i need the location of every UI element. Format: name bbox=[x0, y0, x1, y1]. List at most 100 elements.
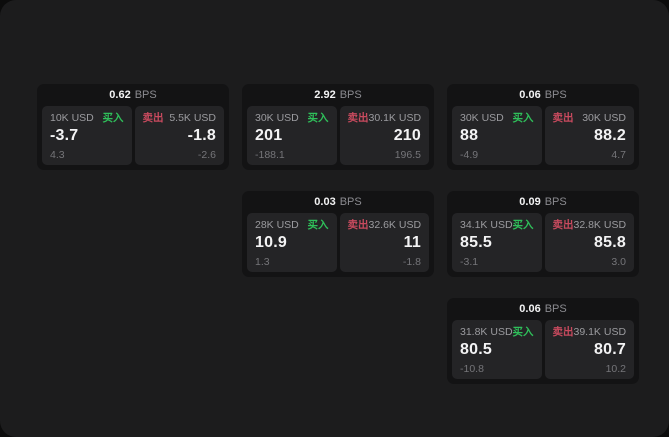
quote-panels: 30K USD 买入 88 -4.9 卖出 30K USD 88.2 4.7 bbox=[452, 106, 634, 165]
sell-panel-top: 卖出 5.5K USD bbox=[143, 112, 217, 125]
sell-panel[interactable]: 卖出 30K USD 88.2 4.7 bbox=[544, 106, 634, 165]
buy-price: 201 bbox=[255, 127, 283, 144]
buy-price: 80.5 bbox=[460, 341, 492, 358]
buy-panel[interactable]: 34.1K USD 买入 85.5 -3.1 bbox=[452, 213, 542, 272]
buy-sub-value: -3.1 bbox=[460, 256, 479, 268]
bps-unit: BPS bbox=[339, 196, 362, 208]
sell-panel-top: 卖出 30K USD bbox=[553, 112, 627, 125]
quote-panels: 31.8K USD 买入 80.5 -10.8 卖出 39.1K USD 80.… bbox=[452, 320, 634, 379]
sell-badge: 卖出 bbox=[347, 219, 369, 231]
quote-card-3: 0.06 BPS 30K USD 买入 88 -4.9 卖出 30K USD bbox=[447, 84, 639, 170]
bps-value: 0.06 bbox=[519, 89, 541, 101]
buy-price: 85.5 bbox=[460, 234, 492, 251]
buy-sub-value: -188.1 bbox=[255, 149, 285, 161]
sell-panel-top: 卖出 32.8K USD bbox=[553, 219, 627, 232]
sell-sub-value: -2.6 bbox=[197, 149, 216, 161]
sell-price: 88.2 bbox=[594, 127, 626, 144]
buy-panel-top: 31.8K USD 买入 bbox=[460, 326, 534, 339]
buy-amount: 28K USD bbox=[255, 219, 299, 231]
bps-unit: BPS bbox=[544, 89, 567, 101]
sell-sub-value: 10.2 bbox=[605, 363, 626, 375]
buy-badge: 买入 bbox=[512, 112, 534, 124]
sell-amount: 32.8K USD bbox=[573, 219, 627, 231]
sell-sub-value: 196.5 bbox=[394, 149, 421, 161]
buy-amount: 31.8K USD bbox=[460, 326, 513, 338]
buy-badge: 买入 bbox=[307, 112, 329, 124]
bps-header: 0.09 BPS bbox=[452, 191, 634, 213]
buy-amount: 10K USD bbox=[50, 112, 94, 124]
sell-panel[interactable]: 卖出 32.6K USD 11 -1.8 bbox=[339, 213, 429, 272]
buy-badge: 买入 bbox=[512, 326, 534, 338]
buy-panel-top: 30K USD 买入 bbox=[255, 112, 329, 125]
bps-value: 0.06 bbox=[519, 303, 541, 315]
sell-panel-top: 卖出 30.1K USD bbox=[348, 112, 422, 125]
buy-price: 88 bbox=[460, 127, 479, 144]
sell-amount: 32.6K USD bbox=[368, 219, 422, 231]
sell-price: 210 bbox=[393, 127, 421, 144]
buy-panel[interactable]: 30K USD 买入 88 -4.9 bbox=[452, 106, 542, 165]
bps-unit: BPS bbox=[134, 89, 157, 101]
bps-unit: BPS bbox=[339, 89, 362, 101]
buy-panel[interactable]: 10K USD 买入 -3.7 4.3 bbox=[42, 106, 132, 165]
buy-amount: 34.1K USD bbox=[460, 219, 513, 231]
sell-badge: 卖出 bbox=[552, 219, 574, 231]
buy-amount: 30K USD bbox=[460, 112, 504, 124]
quote-card-1: 0.62 BPS 10K USD 买入 -3.7 4.3 卖出 5.5K USD bbox=[37, 84, 229, 170]
sell-panel-top: 卖出 39.1K USD bbox=[553, 326, 627, 339]
bps-header: 0.06 BPS bbox=[452, 84, 634, 106]
sell-sub-value: 3.0 bbox=[611, 256, 626, 268]
quote-panels: 10K USD 买入 -3.7 4.3 卖出 5.5K USD -1.8 -2.… bbox=[42, 106, 224, 165]
buy-sub-value: -10.8 bbox=[460, 363, 484, 375]
sell-sub-value: 4.7 bbox=[611, 149, 626, 161]
quote-panels: 34.1K USD 买入 85.5 -3.1 卖出 32.8K USD 85.8… bbox=[452, 213, 634, 272]
sell-badge: 卖出 bbox=[142, 112, 164, 124]
sell-price: 85.8 bbox=[594, 234, 626, 251]
sell-panel[interactable]: 卖出 32.8K USD 85.8 3.0 bbox=[544, 213, 634, 272]
bps-value: 2.92 bbox=[314, 89, 336, 101]
quote-card-4: 0.03 BPS 28K USD 买入 10.9 1.3 卖出 32.6K US… bbox=[242, 191, 434, 277]
bps-header: 0.62 BPS bbox=[42, 84, 224, 106]
sell-sub-value: -1.8 bbox=[402, 256, 421, 268]
bps-value: 0.09 bbox=[519, 196, 541, 208]
sell-price: 80.7 bbox=[594, 341, 626, 358]
sell-panel[interactable]: 卖出 39.1K USD 80.7 10.2 bbox=[544, 320, 634, 379]
quote-card-6: 0.06 BPS 31.8K USD 买入 80.5 -10.8 卖出 39.1… bbox=[447, 298, 639, 384]
buy-panel-top: 10K USD 买入 bbox=[50, 112, 124, 125]
buy-price: 10.9 bbox=[255, 234, 287, 251]
quote-card-2: 2.92 BPS 30K USD 买入 201 -188.1 卖出 30.1K … bbox=[242, 84, 434, 170]
buy-sub-value: -4.9 bbox=[460, 149, 479, 161]
sell-price: 11 bbox=[403, 234, 421, 251]
quote-panels: 28K USD 买入 10.9 1.3 卖出 32.6K USD 11 -1.8 bbox=[247, 213, 429, 272]
buy-panel-top: 28K USD 买入 bbox=[255, 219, 329, 232]
bps-value: 0.03 bbox=[314, 196, 336, 208]
buy-panel[interactable]: 30K USD 买入 201 -188.1 bbox=[247, 106, 337, 165]
sell-panel-top: 卖出 32.6K USD bbox=[348, 219, 422, 232]
quote-grid: 0.62 BPS 10K USD 买入 -3.7 4.3 卖出 5.5K USD bbox=[37, 84, 639, 384]
bps-unit: BPS bbox=[544, 303, 567, 315]
buy-panel[interactable]: 28K USD 买入 10.9 1.3 bbox=[247, 213, 337, 272]
sell-badge: 卖出 bbox=[552, 326, 574, 338]
buy-amount: 30K USD bbox=[255, 112, 299, 124]
bps-header: 0.03 BPS bbox=[247, 191, 429, 213]
sell-panel[interactable]: 卖出 5.5K USD -1.8 -2.6 bbox=[134, 106, 224, 165]
sell-panel[interactable]: 卖出 30.1K USD 210 196.5 bbox=[339, 106, 429, 165]
buy-panel-top: 34.1K USD 买入 bbox=[460, 219, 534, 232]
sell-amount: 5.5K USD bbox=[169, 112, 216, 124]
buy-panel-top: 30K USD 买入 bbox=[460, 112, 534, 125]
buy-panel[interactable]: 31.8K USD 买入 80.5 -10.8 bbox=[452, 320, 542, 379]
bps-value: 0.62 bbox=[109, 89, 131, 101]
sell-badge: 卖出 bbox=[552, 112, 574, 124]
buy-badge: 买入 bbox=[512, 219, 534, 231]
quote-card-5: 0.09 BPS 34.1K USD 买入 85.5 -3.1 卖出 32.8K… bbox=[447, 191, 639, 277]
buy-badge: 买入 bbox=[307, 219, 329, 231]
buy-price: -3.7 bbox=[50, 127, 79, 144]
sell-badge: 卖出 bbox=[347, 112, 369, 124]
sell-amount: 39.1K USD bbox=[573, 326, 627, 338]
sell-amount: 30.1K USD bbox=[368, 112, 422, 124]
bps-unit: BPS bbox=[544, 196, 567, 208]
bps-header: 2.92 BPS bbox=[247, 84, 429, 106]
bps-header: 0.06 BPS bbox=[452, 298, 634, 320]
sell-price: -1.8 bbox=[187, 127, 216, 144]
buy-sub-value: 1.3 bbox=[255, 256, 270, 268]
